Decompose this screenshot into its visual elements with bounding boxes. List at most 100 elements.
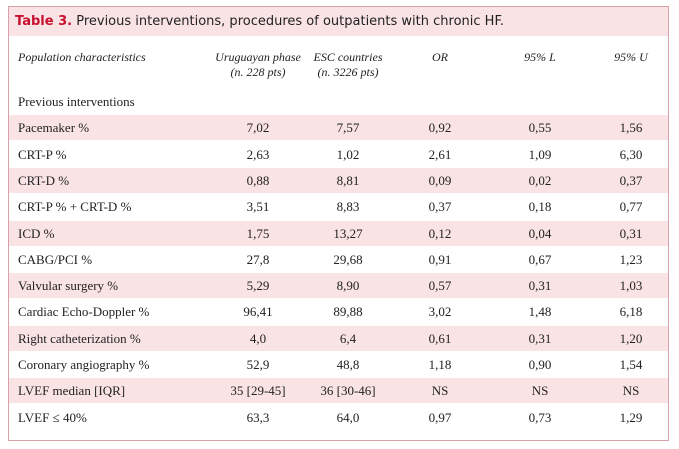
section-row: Previous interventions xyxy=(9,88,668,114)
header-line: OR xyxy=(432,50,448,64)
value-cell: 52,9 xyxy=(246,357,270,372)
table-row: Right catheterization % 4,0 6,4 0,61 0,31 1,2… xyxy=(9,324,668,351)
value-cell: 0,55 xyxy=(528,120,552,136)
value-cell: 0,91 xyxy=(428,251,452,267)
value-cell: 2,61 xyxy=(428,146,452,162)
row-label: Coronary angiography % xyxy=(18,357,150,372)
value-cell: 3,02 xyxy=(428,304,452,320)
value-cell: NS xyxy=(531,383,549,399)
table-row: LVEF ≤ 40% 63,3 64,0 0,97 0,73 1,29 xyxy=(9,403,668,430)
value-cell: 0,73 xyxy=(528,409,552,425)
title-text: Previous interventions, procedures of ou… xyxy=(76,14,504,29)
value-cell: 2,63 xyxy=(246,146,270,162)
value-cell: 35 [29-45] xyxy=(230,383,286,399)
value-cell: 8,90 xyxy=(336,278,360,294)
value-cell: 0,12 xyxy=(428,225,452,241)
value-cell: NS xyxy=(622,383,640,399)
value-cell: 63,3 xyxy=(246,409,270,425)
value-cell: 13,27 xyxy=(333,225,363,241)
value-cell: NS xyxy=(431,383,449,399)
header-cell: 95% L xyxy=(524,50,556,65)
value-cell: 0,09 xyxy=(428,172,452,188)
value-cell: 0,31 xyxy=(528,278,552,294)
header-line: 95% L xyxy=(524,50,556,64)
value-cell: 0,37 xyxy=(619,172,643,188)
value-cell: 8,83 xyxy=(336,199,360,215)
row-label: CRT-P % + CRT-D % xyxy=(18,199,132,215)
value-cell: 0,04 xyxy=(528,225,552,241)
value-cell: 1,29 xyxy=(619,409,643,425)
value-cell: 0,31 xyxy=(619,225,643,241)
header-line: Uruguayan phase xyxy=(215,50,301,64)
value-cell: 0,90 xyxy=(528,357,552,372)
value-cell: 1,56 xyxy=(619,120,643,136)
header-line: 95% U xyxy=(614,50,648,64)
table-row: Coronary angiography % 52,9 48,8 1,18 0,90 1,… xyxy=(9,351,668,377)
header-cell: ESC countries (n. 3226 pts) xyxy=(314,50,383,80)
title-label: Table 3. xyxy=(15,14,73,29)
value-cell: 0,37 xyxy=(428,199,452,215)
header-line: (n. 228 pts) xyxy=(230,65,286,79)
table-row: CRT-D % 0,88 8,81 0,09 0,02 0,37 xyxy=(9,166,668,193)
header-cell: 95% U xyxy=(614,50,648,65)
table-row: CABG/PCI % 27,8 29,68 0,91 0,67 1,23 xyxy=(9,245,668,272)
value-cell: 36 [30-46] xyxy=(320,383,376,399)
header-cell: Uruguayan phase (n. 228 pts) xyxy=(215,50,301,80)
value-cell: 8,81 xyxy=(336,172,360,188)
value-cell: 1,20 xyxy=(619,330,643,346)
value-cell: 1,03 xyxy=(619,278,643,294)
value-cell: 1,09 xyxy=(528,146,552,162)
row-label: Right catheterization % xyxy=(18,330,141,346)
value-cell: 0,92 xyxy=(428,120,452,136)
value-cell: 1,18 xyxy=(428,357,452,372)
value-cell: 48,8 xyxy=(336,357,360,372)
value-cell: 0,97 xyxy=(428,409,452,425)
value-cell: 1,23 xyxy=(619,251,643,267)
value-cell: 7,02 xyxy=(246,120,270,136)
value-cell: 0,02 xyxy=(528,172,552,188)
table-row: CRT-P % + CRT-D % 3,51 8,83 0,37 0,18 0,77 xyxy=(9,193,668,219)
value-cell: 1,75 xyxy=(246,225,270,241)
header-line: (n. 3226 pts) xyxy=(317,65,379,79)
value-cell: 0,67 xyxy=(528,251,552,267)
value-cell: 7,57 xyxy=(336,120,360,136)
table-frame xyxy=(8,6,669,441)
table-row: CRT-P % 2,63 1,02 2,61 1,09 6,30 xyxy=(9,140,668,167)
value-cell: 96,41 xyxy=(243,304,273,320)
header-cell: Population characteristics xyxy=(18,50,146,65)
row-label: LVEF median [IQR] xyxy=(18,383,126,399)
value-cell: 1,02 xyxy=(336,146,360,162)
value-cell: 0,88 xyxy=(246,172,270,188)
value-cell: 3,51 xyxy=(246,199,270,215)
value-cell: 1,54 xyxy=(619,357,643,372)
row-label: CRT-D % xyxy=(18,172,70,188)
value-cell: 1,48 xyxy=(528,304,552,320)
value-cell: 6,4 xyxy=(339,330,357,346)
value-cell: 27,8 xyxy=(246,251,270,267)
row-label: CRT-P % xyxy=(18,146,67,162)
value-cell: 64,0 xyxy=(336,409,360,425)
row-label: Pacemaker % xyxy=(18,120,90,136)
value-cell: 89,88 xyxy=(333,304,363,320)
value-cell: 0,18 xyxy=(528,199,552,215)
header-line: Population characteristics xyxy=(18,50,146,64)
table-row: LVEF median [IQR] 35 [29-45] 36 [30-46] NS N… xyxy=(9,377,668,404)
section-label: Previous interventions xyxy=(18,94,135,109)
row-label: LVEF ≤ 40% xyxy=(18,409,87,425)
value-cell: 0,77 xyxy=(619,199,643,215)
table-row: Pacemaker % 7,02 7,57 0,92 0,55 1,56 xyxy=(9,114,668,141)
table-title: Table 3. Previous interventions, procedu… xyxy=(9,7,668,36)
value-cell: 6,18 xyxy=(619,304,643,320)
table-row: ICD % 1,75 13,27 0,12 0,04 0,31 xyxy=(9,219,668,246)
table-row: Valvular surgery % 5,29 8,90 0,57 0,31 1,03 xyxy=(9,272,668,299)
table-row: Cardiac Echo-Doppler % 96,41 89,88 3,02 1,48… xyxy=(9,298,668,324)
value-cell: 0,31 xyxy=(528,330,552,346)
row-label: Valvular surgery % xyxy=(18,278,119,294)
row-label: Cardiac Echo-Doppler % xyxy=(18,304,150,320)
header-line: ESC countries xyxy=(313,50,383,64)
value-cell: 0,57 xyxy=(428,278,452,294)
value-cell: 4,0 xyxy=(249,330,267,346)
value-cell: 29,68 xyxy=(333,251,363,267)
row-label: ICD % xyxy=(18,225,55,241)
